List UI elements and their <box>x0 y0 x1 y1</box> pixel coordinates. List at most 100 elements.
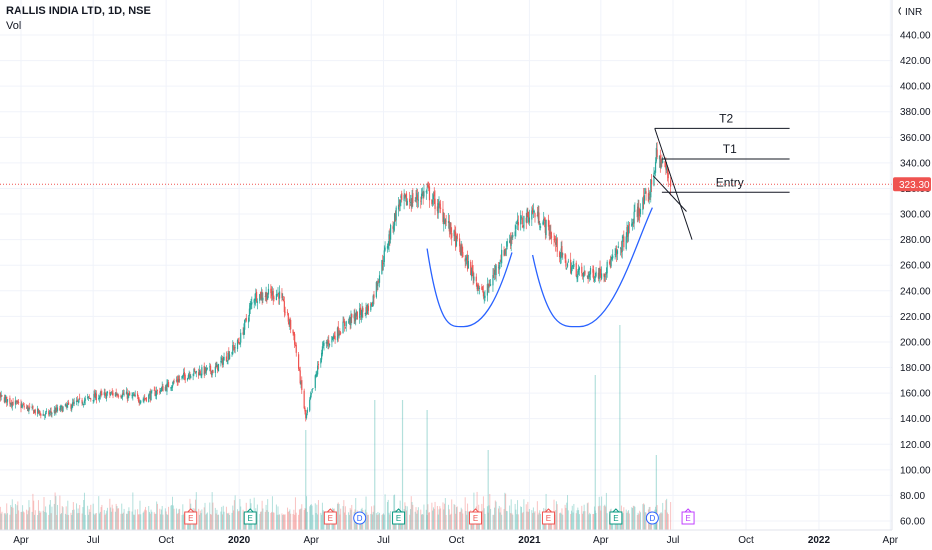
candle-body <box>16 401 18 403</box>
earnings-marker[interactable]: E <box>468 508 482 525</box>
volume-bar <box>584 511 586 530</box>
volume-bar <box>215 513 217 530</box>
candle-body <box>378 275 381 283</box>
dividend-marker[interactable]: D <box>353 511 367 525</box>
earnings-marker[interactable]: E <box>609 508 623 525</box>
candle-body <box>460 245 462 256</box>
earnings-marker[interactable]: E <box>681 508 695 525</box>
candle-body <box>436 206 439 212</box>
candle-body <box>482 291 485 297</box>
candle-body <box>581 266 583 274</box>
volume-bar <box>87 505 89 530</box>
channel-line <box>652 175 687 212</box>
candle-body <box>177 380 179 383</box>
volume-bar <box>277 506 279 530</box>
candle-body <box>6 396 8 403</box>
volume-bar <box>559 513 561 530</box>
volume-bar <box>228 512 230 530</box>
volume-bar <box>416 513 418 530</box>
candle-body <box>40 414 42 416</box>
candle-body <box>295 344 297 353</box>
dividend-marker[interactable]: D <box>645 511 659 525</box>
candle-body <box>188 374 190 376</box>
volume-bar <box>168 506 170 530</box>
candle-body <box>643 195 646 204</box>
candle-body <box>555 239 558 246</box>
candle-body <box>499 261 501 264</box>
price-tick-label: 400.00 <box>900 82 931 93</box>
candle-body <box>129 392 131 396</box>
volume-bar <box>665 500 667 530</box>
level-label: T1 <box>723 142 737 156</box>
candle-body <box>617 246 619 248</box>
volume-bar <box>517 514 519 530</box>
dividend-icon <box>353 511 367 525</box>
volume-bar <box>110 511 112 530</box>
candle-body <box>53 409 55 413</box>
time-axis[interactable]: Apr Jul Oct 2020 Apr Jul Oct 2021 Apr Jul Oct 2022 A… <box>13 535 899 546</box>
volume-bar <box>370 513 372 530</box>
volume-bar <box>660 512 662 530</box>
candle-body <box>277 292 279 294</box>
volume-bar <box>428 512 430 530</box>
candle-body <box>428 186 431 201</box>
volume-bar <box>177 513 179 530</box>
volume-bar <box>48 514 50 530</box>
candle-body <box>259 292 262 299</box>
candle-body <box>1 395 3 397</box>
candle-body <box>545 219 547 236</box>
candle-body <box>661 159 663 164</box>
volume-bar <box>16 505 18 530</box>
volume-bar <box>420 509 422 530</box>
time-tick-label: Apr <box>304 535 320 546</box>
candle-body <box>242 332 244 335</box>
candle-body <box>175 380 178 382</box>
candle-body <box>405 193 408 206</box>
volume-bar <box>87 514 89 530</box>
candle-body <box>266 292 268 301</box>
candle-body <box>437 203 439 214</box>
earnings-marker[interactable]: E <box>541 508 555 525</box>
candle-body <box>90 398 92 400</box>
volume-bar <box>282 514 284 530</box>
volume-bar <box>178 509 180 530</box>
volume-bar <box>104 514 106 530</box>
currency-badge[interactable]: INR <box>898 4 927 18</box>
candle-body <box>534 213 536 218</box>
volume-bar <box>561 508 563 530</box>
volume-bar <box>451 499 453 530</box>
volume-bar <box>1 511 3 530</box>
volume-bar <box>114 511 116 530</box>
earnings-marker[interactable]: E <box>323 508 337 525</box>
candle-body <box>623 236 625 248</box>
candle-body <box>3 397 5 403</box>
candle-body <box>509 238 511 244</box>
volume-bar <box>299 509 301 530</box>
candle-body <box>14 400 17 405</box>
candle-body <box>184 375 186 380</box>
price-tick-label: 80.00 <box>900 491 925 502</box>
volume-bar <box>444 503 446 530</box>
earnings-marker[interactable]: E <box>184 508 198 525</box>
price-axis[interactable]: 440.00420.00400.00380.00360.00340.00320.… <box>900 31 931 528</box>
volume-bar <box>497 508 499 530</box>
candle-body <box>455 235 458 246</box>
volume-bar <box>367 514 369 530</box>
volume-bar <box>83 500 85 530</box>
candle-body <box>647 193 650 202</box>
candle-body <box>584 271 586 275</box>
volume-bar <box>638 514 640 530</box>
earnings-marker[interactable]: E <box>243 508 257 525</box>
candle-body <box>325 341 327 344</box>
candle-body <box>353 314 355 319</box>
earnings-marker[interactable]: E <box>392 508 406 525</box>
candle-body <box>82 403 84 405</box>
last-price-tag: 323.30 <box>893 177 931 192</box>
volume-bar <box>603 505 605 530</box>
candle-body <box>217 363 220 372</box>
volume-bar <box>431 502 433 530</box>
candle-body <box>65 405 67 407</box>
candle-body <box>403 194 405 201</box>
candle-body <box>520 215 522 225</box>
